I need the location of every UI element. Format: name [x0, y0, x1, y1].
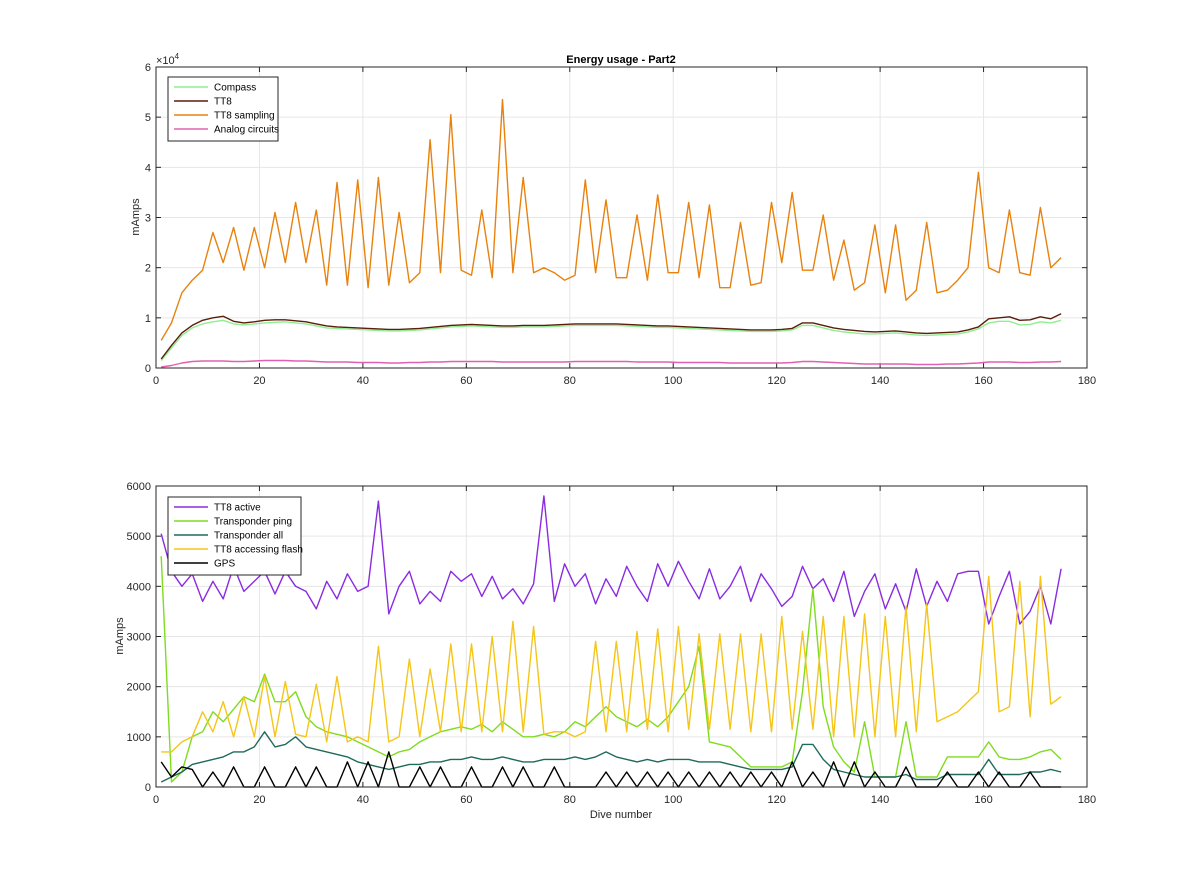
y-tick-label: 5 — [145, 112, 151, 124]
axes-box — [155, 485, 1088, 788]
x-tick-label: 160 — [974, 794, 992, 806]
bottom-y-axis-label: mAmps — [114, 617, 126, 655]
y-tick-label: 5000 — [127, 531, 151, 543]
x-tick-label: 80 — [564, 794, 576, 806]
x-tick-label: 20 — [253, 794, 265, 806]
axes-box — [155, 66, 1088, 369]
legend-entry: TT8 sampling — [214, 111, 275, 122]
legend-entry: Transponder all — [214, 531, 283, 542]
series-line-analog-circuits — [161, 359, 1062, 368]
series-line-gps — [160, 751, 1062, 788]
y-tick-label: 0 — [145, 363, 151, 375]
x-tick-label: 40 — [357, 794, 369, 806]
series-line-tt8-accessing-flash — [161, 575, 1062, 753]
y-tick-label: 3000 — [127, 632, 151, 644]
x-tick-label: 40 — [357, 375, 369, 387]
legend-entry: TT8 — [214, 97, 232, 108]
x-tick-label: 160 — [974, 375, 992, 387]
y-tick-label: 2 — [145, 263, 151, 275]
y-tick-label: 0 — [145, 782, 151, 794]
x-axis-label: Dive number — [590, 809, 653, 821]
x-tick-label: 20 — [253, 375, 265, 387]
series-line-tt8-sampling — [160, 98, 1062, 341]
series-line-transponder-ping — [160, 556, 1062, 783]
legend-entry: Compass — [214, 83, 256, 94]
legend: Compass TT8 TT8 sampling Analog circuits — [167, 76, 279, 142]
y-tick-label: 3 — [145, 213, 151, 225]
y-tick-label: 4 — [145, 162, 151, 174]
series-line-compass — [160, 319, 1062, 361]
top-axes: mAmps ×104 0 20 40 60 80 100 120 140 160 180 0 1 2 3 4… — [130, 52, 1096, 387]
y-tick-label: 4000 — [127, 581, 151, 593]
top-y-axis-label: mAmps — [130, 198, 142, 236]
y-tick-label: 6000 — [127, 481, 151, 493]
legend-entry: Transponder ping — [214, 517, 292, 528]
y-tick-label: 6 — [145, 62, 151, 74]
x-tick-label: 60 — [460, 794, 472, 806]
x-tick-label: 100 — [664, 794, 682, 806]
x-tick-label: 140 — [871, 375, 889, 387]
x-tick-label: 180 — [1078, 375, 1096, 387]
x-tick-label: 120 — [767, 375, 785, 387]
x-tick-label: 140 — [871, 794, 889, 806]
legend-entry: GPS — [214, 559, 235, 570]
legend-entry: TT8 accessing flash — [214, 545, 303, 556]
series-line-tt8 — [160, 313, 1062, 360]
x-tick-label: 120 — [767, 794, 785, 806]
legend-entry: TT8 active — [214, 503, 261, 514]
chart-title: Energy usage - Part2 — [566, 54, 675, 66]
x-tick-label: 100 — [664, 375, 682, 387]
x-tick-label: 60 — [460, 375, 472, 387]
y-tick-label: 2000 — [127, 682, 151, 694]
legend-entry: Analog circuits — [214, 125, 279, 136]
legend-box — [167, 496, 302, 576]
y-exponent-label: ×104 — [156, 52, 180, 67]
x-tick-label: 80 — [564, 375, 576, 387]
x-tick-label: 180 — [1078, 794, 1096, 806]
y-tick-label: 1 — [145, 313, 151, 325]
x-tick-label: 0 — [153, 375, 159, 387]
bottom-axes: mAmps Dive number 0 20 40 60 80 100 120 140 160 1… — [114, 481, 1096, 821]
series-line-tt8-active — [160, 495, 1062, 625]
y-tick-label: 1000 — [127, 732, 151, 744]
x-tick-label: 0 — [153, 794, 159, 806]
legend: TT8 active Transponder ping Transponder al… — [167, 496, 303, 576]
